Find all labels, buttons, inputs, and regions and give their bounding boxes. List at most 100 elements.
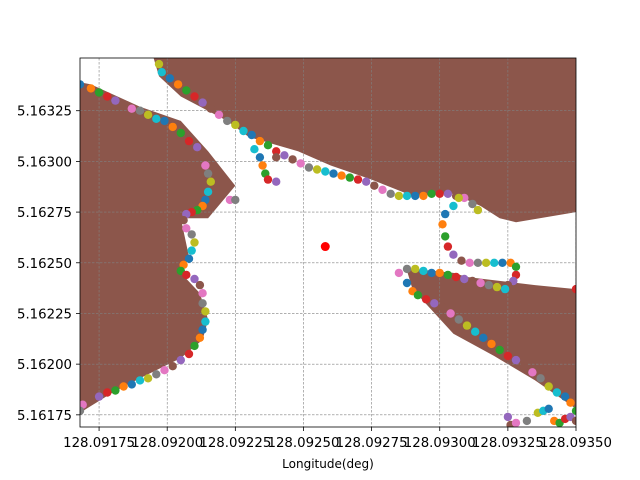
- track-point: [522, 416, 532, 426]
- track-point: [435, 268, 444, 278]
- track-point: [173, 80, 183, 89]
- track-point: [394, 191, 404, 201]
- track-point: [280, 151, 289, 160]
- y-tick-label: 5.16325: [17, 105, 72, 120]
- x-tick-label: 128.09350: [540, 436, 612, 451]
- track-point: [304, 163, 314, 172]
- track-point: [386, 189, 395, 198]
- track-point: [443, 270, 453, 280]
- track-point: [255, 136, 265, 146]
- track-point: [127, 380, 136, 389]
- axes-frame: [79, 57, 577, 428]
- track-point: [198, 98, 207, 107]
- track-point: [119, 100, 128, 109]
- track-point: [473, 205, 483, 215]
- track-point: [103, 92, 112, 101]
- track-point: [402, 264, 412, 274]
- track-point: [462, 321, 472, 330]
- track-point: [152, 370, 161, 379]
- track-point: [511, 262, 521, 271]
- track-point: [201, 161, 210, 170]
- track-point: [223, 116, 232, 126]
- track-point: [80, 406, 85, 415]
- track-point: [135, 376, 145, 385]
- track-point: [111, 386, 120, 395]
- track-point: [111, 96, 120, 105]
- track-point: [168, 362, 177, 371]
- track-point: [427, 268, 436, 278]
- track-point: [552, 388, 562, 397]
- track-point: [206, 104, 215, 113]
- track-point: [190, 238, 199, 247]
- track-point: [206, 177, 215, 186]
- track-point: [157, 68, 166, 77]
- track-point: [195, 333, 205, 342]
- track-point: [438, 220, 447, 229]
- track-point: [288, 155, 297, 164]
- track-point: [443, 189, 453, 198]
- track-point: [250, 145, 259, 154]
- track-point: [498, 258, 507, 267]
- y-tick-label: 5.16250: [17, 257, 72, 272]
- track-point: [443, 242, 453, 251]
- track-point: [490, 258, 499, 267]
- y-tick-label: 5.16300: [17, 155, 72, 170]
- x-tick-label: 128.09275: [336, 436, 408, 451]
- track-point: [454, 315, 463, 324]
- track-point: [337, 171, 346, 180]
- track-point: [94, 392, 104, 401]
- track-point: [438, 303, 447, 312]
- track-point: [345, 173, 354, 182]
- target-point: [320, 242, 330, 252]
- land-region-2: [153, 58, 576, 223]
- x-tick-label: 128.09250: [268, 436, 340, 451]
- y-tick-label: 5.16275: [17, 206, 72, 221]
- track-point: [231, 195, 240, 205]
- track-point: [353, 175, 363, 184]
- track-point: [571, 284, 576, 294]
- track-point: [468, 276, 477, 286]
- track-point: [441, 209, 450, 219]
- track-point: [471, 327, 480, 336]
- track-point: [231, 120, 240, 130]
- track-point: [457, 256, 466, 265]
- track-point: [182, 270, 191, 280]
- track-point: [198, 151, 207, 160]
- track-point: [176, 128, 185, 138]
- track-point: [184, 136, 194, 146]
- track-point: [143, 374, 153, 383]
- track-point: [201, 317, 210, 326]
- track-point: [465, 258, 474, 267]
- track-point: [135, 106, 145, 115]
- track-point: [184, 254, 194, 263]
- track-point: [402, 191, 412, 201]
- track-point: [394, 268, 404, 278]
- track-point: [427, 189, 436, 198]
- track-point: [571, 406, 576, 415]
- track-point: [446, 309, 455, 318]
- track-point: [239, 126, 248, 136]
- track-point: [80, 80, 85, 89]
- track-point: [160, 366, 169, 375]
- track-point: [193, 143, 202, 152]
- track-point: [528, 368, 537, 377]
- track-point: [165, 74, 175, 83]
- track-point: [503, 412, 513, 422]
- track-point: [520, 362, 529, 371]
- track-point: [195, 280, 205, 290]
- track-point: [187, 246, 196, 255]
- track-point: [481, 258, 491, 267]
- track-point: [214, 110, 224, 120]
- plot-area: [80, 58, 576, 427]
- track-point: [272, 177, 281, 186]
- track-point: [80, 400, 87, 409]
- track-point: [143, 110, 153, 120]
- track-point: [421, 295, 431, 304]
- track-point: [321, 167, 330, 176]
- track-point: [198, 289, 207, 298]
- track-point: [479, 333, 488, 342]
- track-point: [449, 250, 458, 259]
- track-point: [247, 130, 256, 140]
- x-tick-label: 128.09325: [472, 436, 544, 451]
- y-tick-label: 5.16225: [17, 307, 72, 322]
